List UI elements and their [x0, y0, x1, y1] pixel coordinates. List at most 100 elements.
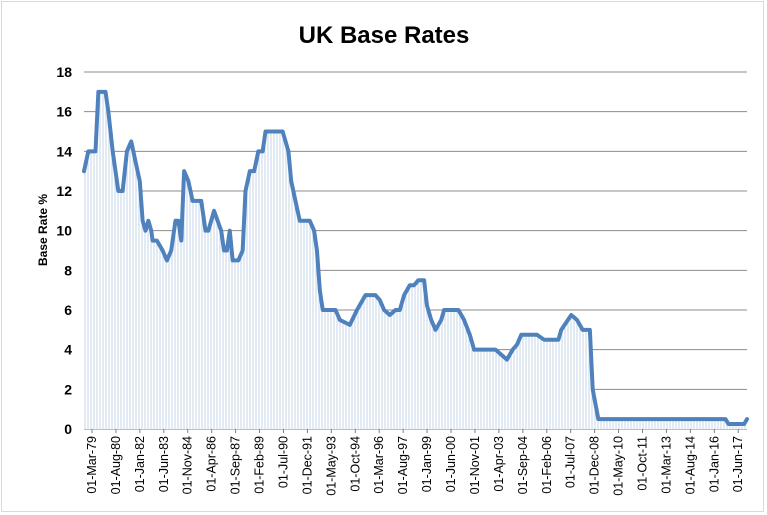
data-point [433, 328, 438, 332]
x-tick-label: 01-Jun-00 [444, 436, 458, 492]
data-point [425, 303, 429, 307]
y-tick-label: 10 [56, 223, 72, 239]
data-point [293, 199, 298, 203]
data-point [373, 293, 378, 297]
x-axis-ticks: 01-Mar-79 01-Aug-80 01-Jan-82 01-Jun-83 01-N… [85, 429, 745, 496]
data-point [256, 149, 260, 153]
area-fill [84, 91, 747, 429]
data-point [219, 229, 223, 233]
data-point [141, 219, 145, 223]
x-tick-label: 01-Apr-86 [205, 436, 219, 492]
chart-title: UK Base Rates [299, 22, 470, 49]
data-point [129, 139, 133, 144]
y-axis-ticks: 0 2 4 6 8 10 12 14 16 18 [56, 64, 72, 437]
x-tick-label: 01-Aug-80 [109, 436, 123, 494]
x-tick-label: 01-Feb-89 [253, 436, 267, 494]
data-point [378, 298, 382, 302]
data-point [133, 159, 138, 163]
x-tick-label: 01-Sep-04 [516, 436, 530, 494]
x-tick-label: 01-Mar-13 [659, 436, 673, 494]
y-axis-label: Base Rate % [36, 194, 50, 266]
y-tick-label: 16 [56, 104, 72, 120]
data-point [591, 387, 595, 391]
data-point [542, 338, 546, 342]
data-point [225, 248, 229, 253]
data-point [318, 288, 322, 292]
data-point [338, 318, 342, 322]
data-point [150, 238, 155, 243]
data-point [402, 293, 406, 297]
data-point [596, 417, 600, 421]
data-point [191, 199, 195, 203]
data-point [243, 189, 248, 193]
data-point [472, 348, 476, 352]
data-point [462, 318, 466, 322]
area-hatch [84, 91, 747, 429]
data-point [103, 90, 108, 94]
data-point [511, 348, 515, 352]
data-point [575, 318, 579, 322]
data-point [111, 149, 115, 153]
data-point [559, 328, 563, 332]
x-tick-label: 01-Jan-16 [707, 436, 721, 492]
data-point [165, 258, 169, 263]
data-point [138, 179, 142, 183]
data-point [333, 308, 338, 312]
x-tick-label: 01-Dec-91 [300, 436, 314, 494]
data-point [416, 278, 420, 282]
data-point [149, 229, 153, 233]
data-point [422, 278, 426, 282]
x-tick-label: 01-Jul-07 [564, 436, 578, 488]
data-point [298, 219, 302, 223]
data-point [263, 129, 268, 134]
x-tick-label: 01-Jun-17 [731, 436, 745, 492]
data-point [241, 248, 245, 253]
data-point [82, 169, 86, 173]
x-tick-label: 01-Aug-97 [396, 436, 410, 494]
data-point [236, 258, 240, 263]
x-tick-label: 01-May-93 [324, 436, 338, 496]
data-point [723, 417, 728, 421]
data-point [186, 179, 190, 183]
data-point [321, 308, 325, 312]
data-point [476, 348, 480, 352]
data-point [155, 238, 159, 243]
data-point [535, 333, 539, 337]
data-point [393, 308, 398, 312]
data-point [398, 308, 402, 312]
data-point [388, 313, 392, 317]
data-point [515, 343, 519, 347]
data-point [499, 353, 503, 357]
data-point [161, 248, 165, 253]
data-point [581, 328, 585, 332]
data-point [468, 333, 472, 337]
y-tick-label: 6 [64, 302, 72, 318]
x-tick-label: 01-Apr-03 [492, 436, 506, 492]
data-point [125, 149, 129, 153]
data-point [308, 219, 312, 223]
series-group [82, 89, 749, 427]
data-point [143, 229, 148, 233]
x-tick-label: 01-Aug-14 [683, 436, 697, 494]
data-point [556, 338, 561, 342]
x-tick-label: 01-May-10 [612, 436, 626, 496]
data-point [505, 357, 509, 362]
x-tick-label: 01-Nov-01 [468, 436, 482, 494]
y-tick-label: 12 [56, 183, 72, 199]
data-point [146, 219, 150, 223]
x-tick-label: 01-Feb-06 [540, 436, 554, 494]
data-point [439, 318, 443, 322]
y-tick-label: 18 [56, 64, 72, 80]
data-point [116, 189, 120, 193]
data-point [412, 283, 416, 287]
data-point [199, 199, 203, 203]
data-point [348, 323, 352, 327]
x-tick-label: 01-Nov-84 [181, 436, 195, 494]
data-point [281, 129, 285, 134]
x-tick-label: 01-Dec-08 [588, 436, 602, 494]
y-tick-label: 2 [64, 381, 72, 397]
data-point [96, 90, 100, 94]
y-tick-label: 0 [64, 421, 72, 437]
data-point [745, 417, 749, 421]
data-point [182, 169, 186, 173]
